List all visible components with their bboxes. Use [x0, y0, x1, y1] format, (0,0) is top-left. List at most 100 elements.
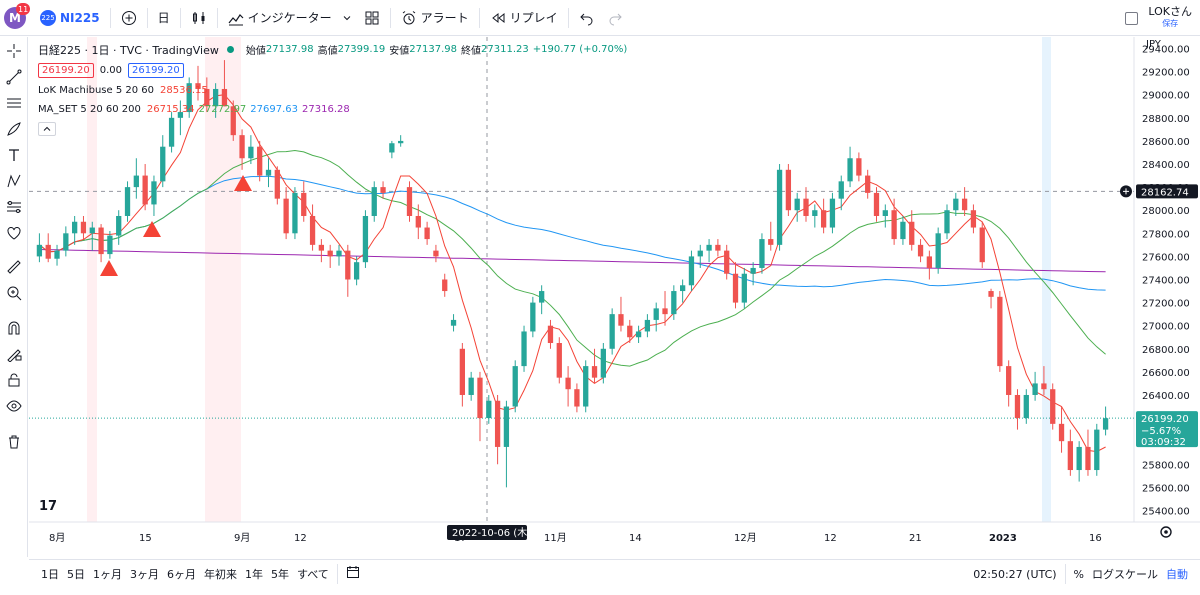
candle-body[interactable] — [873, 192, 880, 216]
undo-button[interactable] — [573, 4, 601, 32]
candle-body[interactable] — [160, 146, 166, 182]
candle-body[interactable] — [1014, 394, 1021, 419]
candle-body[interactable] — [468, 377, 474, 395]
candle-body[interactable] — [530, 302, 536, 332]
candle-body[interactable] — [221, 88, 228, 107]
indicators-button[interactable]: インジケーター — [222, 4, 358, 32]
brush-icon[interactable] — [3, 118, 25, 140]
candle-body[interactable] — [583, 366, 589, 407]
candle-body[interactable] — [724, 250, 730, 274]
user-menu[interactable]: LOKさん 保存 — [1148, 6, 1192, 30]
candle-body[interactable] — [353, 262, 360, 280]
candle-body[interactable] — [741, 273, 747, 303]
candle-body[interactable] — [997, 296, 1003, 367]
candle-body[interactable] — [785, 169, 792, 211]
sell-button[interactable]: 26199.20 — [38, 62, 94, 78]
range-1d[interactable]: 1日 — [41, 567, 59, 581]
candle-body[interactable] — [750, 267, 756, 274]
candle-body[interactable] — [1085, 446, 1091, 471]
utc-clock[interactable]: 02:50:27 (UTC) — [973, 567, 1057, 581]
candle-body[interactable] — [521, 331, 527, 367]
chart-type-button[interactable] — [185, 4, 213, 32]
candle-body[interactable] — [1076, 446, 1082, 471]
candle-body[interactable] — [1094, 429, 1100, 471]
candle-body[interactable] — [900, 221, 906, 240]
legend-title[interactable]: 日経225 · 1日 · TVC · TradingView — [38, 43, 219, 57]
zoom-in-icon[interactable] — [3, 282, 25, 304]
candle-body[interactable] — [336, 250, 342, 257]
redo-button[interactable] — [601, 4, 629, 32]
heart-icon[interactable] — [3, 222, 25, 244]
magnet-icon[interactable] — [3, 317, 25, 339]
candle-body[interactable] — [406, 187, 413, 216]
candle-body[interactable] — [459, 348, 465, 395]
candle-body[interactable] — [1023, 394, 1029, 419]
symbol-search[interactable]: 225 NI225 — [34, 4, 106, 32]
ruler-icon[interactable] — [3, 256, 25, 278]
trendline-icon[interactable] — [3, 66, 25, 88]
alert-button[interactable]: アラート — [395, 4, 475, 32]
candle-body[interactable] — [812, 210, 818, 216]
candle-body[interactable] — [230, 106, 236, 136]
candle-body[interactable] — [1041, 383, 1047, 390]
candle-body[interactable] — [539, 291, 545, 303]
candle-body[interactable] — [389, 143, 395, 153]
eye-icon[interactable] — [3, 395, 25, 417]
chart-pane[interactable]: JPY 29400.00 29200.00 29000.00 28800.00 28600… — [29, 37, 1200, 557]
candle-body[interactable] — [988, 291, 994, 297]
candle-body[interactable] — [45, 244, 51, 259]
candle-body[interactable] — [574, 389, 580, 407]
candle-body[interactable] — [362, 215, 369, 263]
candle-body[interactable] — [680, 285, 686, 292]
fib-icon[interactable] — [3, 92, 25, 114]
indicator-row-1[interactable]: LoK Machibuse 5 20 60 28536.15 — [38, 81, 627, 100]
candle-body[interactable] — [415, 215, 421, 228]
buy-button[interactable]: 26199.20 — [127, 62, 184, 78]
candle-body[interactable] — [1102, 418, 1109, 430]
candle-body[interactable] — [195, 83, 201, 89]
candle-body[interactable] — [759, 239, 765, 268]
candle-body[interactable] — [715, 244, 721, 251]
candle-body[interactable] — [133, 175, 139, 188]
candle-body[interactable] — [944, 210, 950, 234]
candle-body[interactable] — [644, 319, 651, 332]
layout-button[interactable] — [358, 4, 386, 32]
candle-body[interactable] — [107, 235, 113, 255]
candle-body[interactable] — [177, 112, 184, 118]
candle-body[interactable] — [151, 181, 157, 205]
candle-body[interactable] — [168, 117, 175, 147]
candle-body[interactable] — [398, 140, 404, 144]
lock-drawing-icon[interactable] — [3, 343, 25, 365]
candle-body[interactable] — [732, 273, 739, 303]
range-6m[interactable]: 6ヶ月 — [167, 567, 196, 581]
candle-body[interactable] — [856, 158, 862, 176]
candle-body[interactable] — [54, 250, 60, 259]
candle-body[interactable] — [1050, 389, 1056, 424]
candle-body[interactable] — [627, 325, 633, 338]
candle-body[interactable] — [935, 233, 941, 268]
candle-body[interactable] — [248, 146, 254, 159]
candle-body[interactable] — [706, 244, 712, 251]
candle-body[interactable] — [838, 181, 844, 199]
percent-toggle[interactable]: % — [1073, 567, 1084, 581]
candle-body[interactable] — [442, 279, 448, 292]
indicator-row-2[interactable]: MA_SET 5 20 60 200 26715.34 27272.97 276… — [38, 100, 627, 119]
candle-body[interactable] — [671, 291, 677, 315]
crosshair-icon[interactable] — [3, 40, 25, 62]
candle-body[interactable] — [124, 187, 131, 216]
candle-body[interactable] — [662, 308, 668, 315]
range-3m[interactable]: 3ヶ月 — [130, 567, 159, 581]
collapse-legend-button[interactable] — [38, 121, 56, 136]
candle-body[interactable] — [204, 88, 210, 107]
candle-body[interactable] — [80, 221, 87, 234]
candle-body[interactable] — [953, 198, 959, 211]
auto-scale-toggle[interactable]: 自動 — [1166, 568, 1188, 581]
candle-body[interactable] — [318, 244, 325, 251]
candle-body[interactable] — [36, 244, 43, 257]
range-5y[interactable]: 5年 — [271, 567, 289, 581]
go-to-date-button[interactable] — [342, 565, 364, 582]
candle-body[interactable] — [1067, 441, 1073, 471]
pattern-icon[interactable] — [3, 170, 25, 192]
candle-body[interactable] — [486, 400, 492, 419]
candle-body[interactable] — [909, 221, 915, 245]
